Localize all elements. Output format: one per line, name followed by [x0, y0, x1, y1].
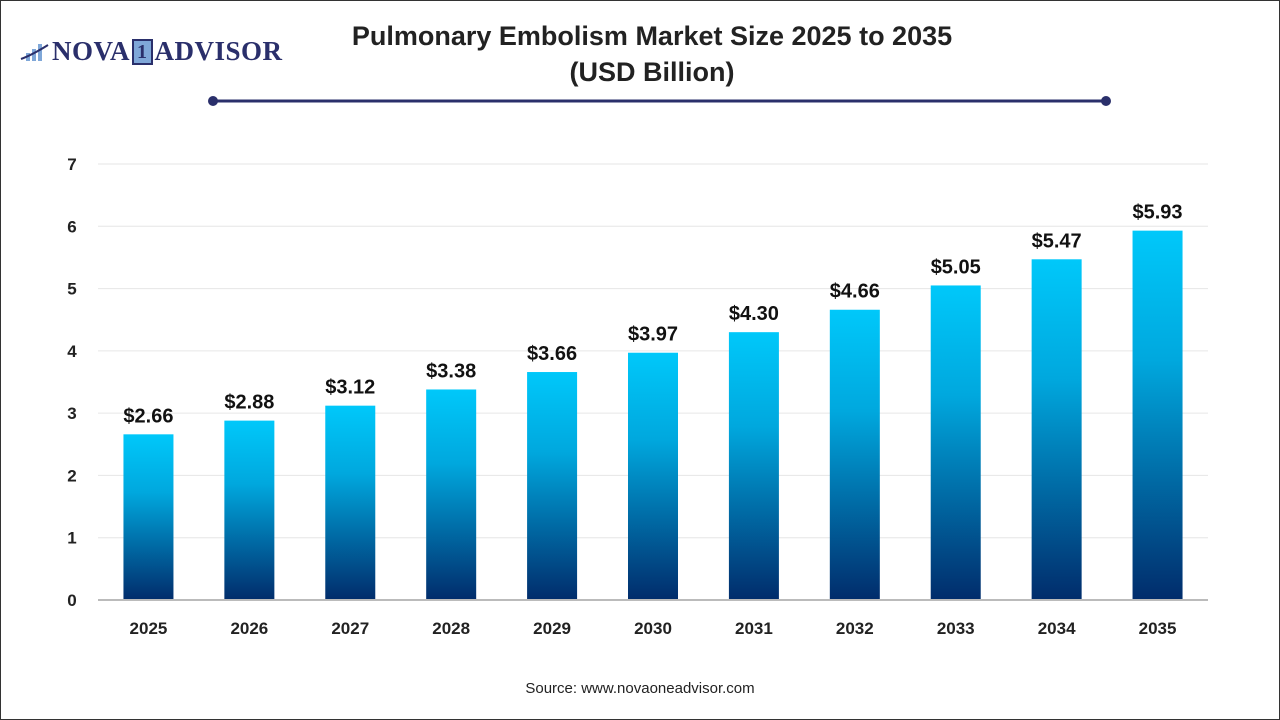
data-label: $3.38 — [426, 360, 476, 382]
data-label: $5.47 — [1032, 230, 1082, 252]
y-tick-label: 6 — [67, 217, 76, 236]
subtitle-line: (USD Billion) — [569, 57, 735, 87]
x-tick-label: 2025 — [130, 619, 168, 638]
x-tick-label: 2034 — [1038, 619, 1076, 638]
data-label: $2.88 — [224, 392, 274, 414]
data-label: $3.66 — [527, 343, 577, 365]
data-label: $2.66 — [123, 405, 173, 427]
bar-2026 — [224, 420, 275, 600]
source-note: Source: www.novaoneadvisor.com — [525, 680, 755, 697]
logo-text-right: ADVISOR — [154, 36, 283, 66]
x-tick-label: 2026 — [230, 619, 268, 638]
bar-2030 — [628, 352, 678, 600]
y-tick-label: 4 — [67, 342, 77, 361]
data-label: $5.93 — [1133, 202, 1183, 224]
chart-title: Pulmonary Embolism Market Size 2025 to 2… — [300, 18, 1004, 90]
title-rule-dot-right — [1101, 96, 1111, 106]
logo-bars-icon — [20, 43, 49, 61]
y-tick-label: 1 — [67, 529, 76, 548]
data-label: $4.30 — [729, 303, 779, 325]
bar-2033 — [930, 285, 981, 600]
logo-text: NOVA — [52, 36, 131, 66]
x-tick-label: 2033 — [937, 619, 975, 638]
logo: NOVA 1 ADVISOR — [20, 36, 283, 67]
bar-2035 — [1132, 230, 1183, 600]
y-tick-label: 0 — [67, 591, 76, 610]
bar-2028 — [426, 389, 477, 600]
x-tick-label: 2027 — [331, 619, 369, 638]
y-tick-label: 5 — [67, 280, 76, 299]
data-label: $3.12 — [325, 377, 375, 399]
x-tick-label: 2028 — [432, 619, 470, 638]
bar-2027 — [325, 405, 376, 600]
bar-2029 — [527, 372, 578, 600]
data-label: $4.66 — [830, 281, 880, 303]
data-label: $5.05 — [931, 256, 981, 278]
bar-2032 — [829, 309, 880, 600]
y-tick-label: 7 — [67, 155, 76, 174]
x-tick-label: 2032 — [836, 619, 874, 638]
title-line: Pulmonary Embolism Market Size 2025 to 2… — [351, 21, 953, 51]
y-tick-label: 3 — [67, 404, 76, 423]
data-label: $3.97 — [628, 324, 678, 346]
x-tick-label: 2031 — [735, 619, 773, 638]
x-tick-label: 2029 — [533, 619, 571, 638]
logo-one: 1 — [132, 38, 153, 65]
bar-2034 — [1031, 259, 1082, 600]
bar-2025 — [123, 434, 174, 600]
x-tick-label: 2030 — [634, 619, 672, 638]
y-tick-label: 2 — [67, 466, 76, 485]
title-rule-dot-left — [208, 96, 218, 106]
x-tick-label: 2035 — [1139, 619, 1177, 638]
bar-2031 — [728, 332, 779, 600]
